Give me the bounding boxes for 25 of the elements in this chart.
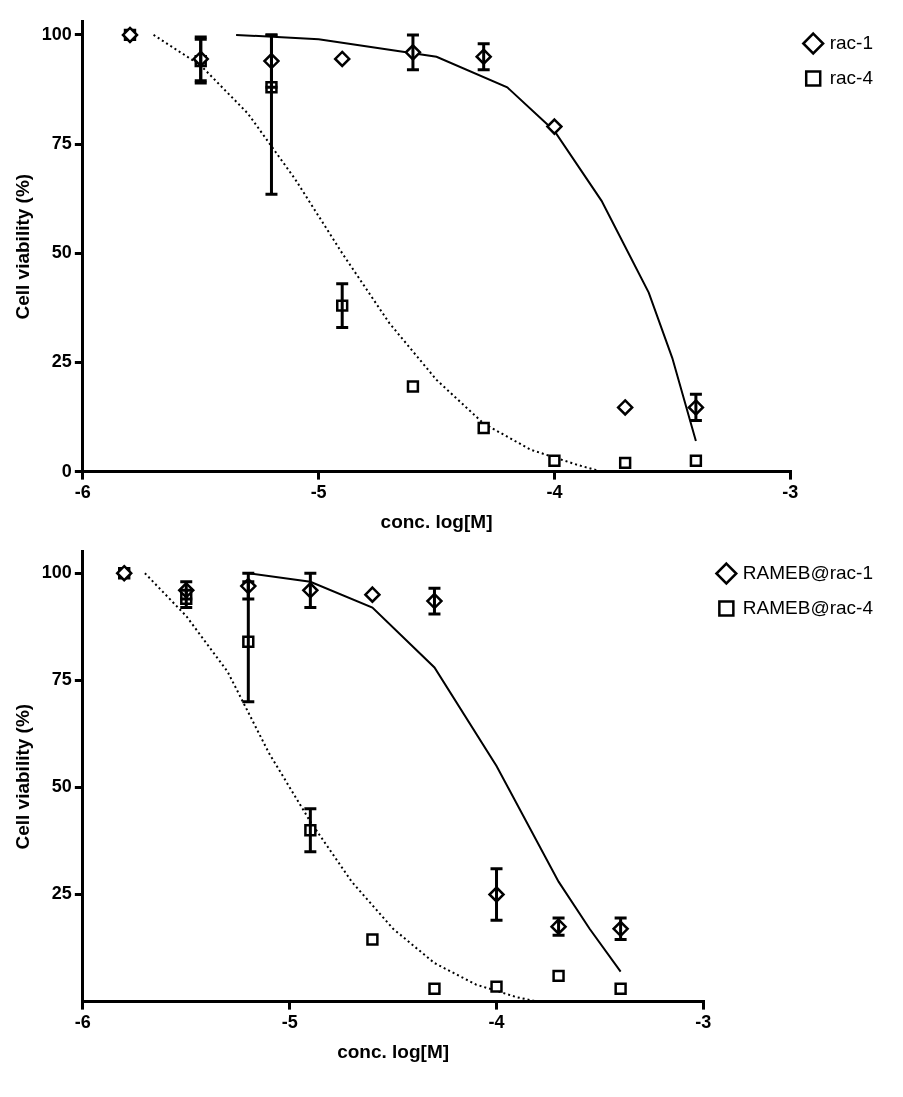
x-axis-title: conc. log[M] <box>337 1040 450 1062</box>
x-tick-label: -5 <box>310 482 327 503</box>
y-axis-title: Cell viability (%) <box>11 703 33 850</box>
x-tick-label: -3 <box>782 482 799 503</box>
y-tick-label: 50 <box>51 242 72 263</box>
y-tick-label: 25 <box>51 351 72 372</box>
legend-label: rac-4 <box>829 66 874 88</box>
y-tick-label: 75 <box>51 133 72 154</box>
y-tick-label: 75 <box>51 669 72 690</box>
legend-label: RAMEB@rac-4 <box>742 596 874 618</box>
legend-label: RAMEB@rac-1 <box>742 561 874 583</box>
x-axis-title: conc. log[M] <box>380 510 493 532</box>
x-tick-label: -6 <box>74 482 91 503</box>
y-axis-title: Cell viability (%) <box>11 173 33 320</box>
y-tick-label: 100 <box>41 23 72 44</box>
legend-label: rac-1 <box>829 31 874 53</box>
x-tick-label: -4 <box>488 1012 505 1033</box>
y-tick-label: 100 <box>41 562 72 583</box>
y-tick-label: 0 <box>61 460 72 481</box>
x-tick-label: -5 <box>281 1012 298 1033</box>
x-tick-label: -6 <box>74 1012 91 1033</box>
x-tick-label: -3 <box>695 1012 712 1033</box>
y-tick-label: 50 <box>51 776 72 797</box>
x-tick-label: -4 <box>546 482 563 503</box>
y-tick-label: 25 <box>51 883 72 904</box>
